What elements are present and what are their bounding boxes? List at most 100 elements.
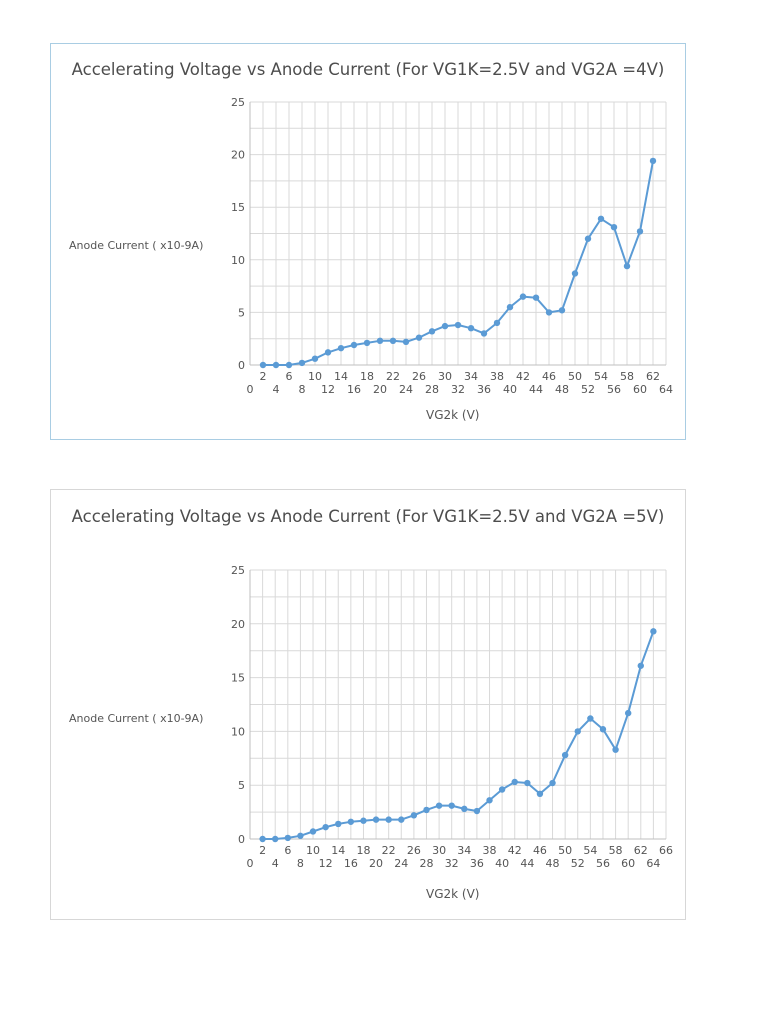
- x-tick-label: 0: [247, 857, 254, 870]
- data-point: [259, 835, 266, 843]
- x-tick-label: 64: [659, 383, 673, 396]
- data-point: [524, 779, 531, 787]
- data-point: [623, 262, 631, 270]
- data-point: [498, 786, 506, 793]
- data-point: [309, 828, 317, 835]
- y-tick-label: 5: [238, 306, 245, 319]
- x-tick-label: 54: [594, 370, 608, 383]
- data-point: [637, 662, 644, 669]
- x-axis-label: VG2k (V): [426, 408, 480, 422]
- data-point: [398, 816, 405, 823]
- chart-panel-1: Accelerating Voltage vs Anode Current (F…: [50, 43, 686, 440]
- y-tick-label: 20: [231, 618, 245, 631]
- data-point: [441, 322, 449, 330]
- x-tick-label: 0: [247, 383, 254, 396]
- x-tick-label: 56: [607, 383, 621, 396]
- data-point: [454, 321, 462, 329]
- chart-panel-2: Accelerating Voltage vs Anode Current (F…: [50, 489, 686, 920]
- data-point: [337, 344, 345, 352]
- data-point: [587, 715, 594, 722]
- x-tick-label: 10: [306, 844, 320, 857]
- x-axis-label: VG2k (V): [426, 887, 480, 901]
- data-point: [610, 223, 618, 231]
- data-point: [311, 355, 319, 362]
- x-tick-label: 2: [259, 844, 266, 857]
- y-tick-label: 25: [231, 96, 245, 109]
- data-point: [347, 818, 355, 825]
- data-point: [574, 728, 581, 735]
- data-point: [506, 303, 514, 311]
- x-tick-label: 44: [529, 383, 543, 396]
- x-tick-label: 42: [508, 844, 522, 857]
- x-tick-label: 6: [284, 844, 291, 857]
- data-point: [297, 832, 304, 839]
- x-tick-label: 64: [646, 857, 660, 870]
- x-tick-label: 30: [438, 370, 452, 383]
- x-tick-label: 22: [386, 370, 400, 383]
- x-tick-label: 58: [609, 844, 623, 857]
- x-tick-label: 34: [464, 370, 478, 383]
- x-tick-label: 4: [273, 383, 280, 396]
- x-tick-label: 14: [331, 844, 345, 857]
- data-point: [519, 293, 527, 300]
- x-tick-label: 18: [360, 370, 374, 383]
- data-point: [402, 338, 410, 346]
- data-point: [597, 215, 605, 222]
- x-tick-label: 30: [432, 844, 446, 857]
- x-tick-label: 46: [533, 844, 547, 857]
- y-tick-label: 20: [231, 149, 245, 162]
- x-tick-label: 16: [344, 857, 358, 870]
- data-point: [435, 802, 443, 809]
- y-tick-label: 0: [238, 359, 245, 372]
- x-tick-label: 18: [356, 844, 370, 857]
- data-point: [571, 270, 579, 277]
- y-tick-label: 10: [231, 725, 245, 738]
- data-point: [584, 235, 592, 242]
- x-tick-label: 48: [546, 857, 560, 870]
- data-point: [322, 823, 329, 831]
- y-tick-label: 25: [231, 564, 245, 577]
- data-point: [636, 228, 644, 235]
- x-tick-label: 14: [334, 370, 348, 383]
- x-tick-label: 8: [297, 857, 304, 870]
- data-point: [360, 817, 367, 824]
- data-point: [612, 746, 619, 753]
- x-tick-label: 62: [634, 844, 648, 857]
- x-tick-label: 26: [412, 370, 426, 383]
- x-tick-label: 20: [373, 383, 387, 396]
- data-point: [385, 816, 392, 823]
- y-tick-label: 15: [231, 672, 245, 685]
- x-tick-label: 22: [382, 844, 396, 857]
- x-tick-label: 38: [490, 370, 504, 383]
- data-point: [285, 361, 293, 369]
- x-tick-label: 44: [520, 857, 534, 870]
- data-point: [284, 834, 292, 842]
- x-tick-label: 26: [407, 844, 421, 857]
- x-tick-label: 38: [483, 844, 497, 857]
- y-tick-label: 15: [231, 201, 245, 214]
- x-tick-label: 6: [286, 370, 293, 383]
- x-tick-label: 62: [646, 370, 660, 383]
- data-point: [493, 319, 501, 327]
- x-tick-label: 42: [516, 370, 530, 383]
- data-point: [272, 835, 279, 843]
- data-point: [428, 328, 436, 335]
- data-point: [536, 790, 544, 798]
- data-point: [376, 337, 384, 345]
- x-tick-label: 60: [633, 383, 647, 396]
- data-point: [335, 820, 342, 828]
- data-point: [324, 349, 332, 356]
- series-line: [262, 630, 655, 840]
- y-axis-label: Anode Current ( x10-9A): [69, 239, 204, 252]
- x-tick-label: 54: [583, 844, 597, 857]
- x-tick-label: 58: [620, 370, 634, 383]
- y-tick-label: 5: [238, 779, 245, 792]
- data-point: [649, 157, 657, 165]
- data-point: [467, 324, 475, 332]
- data-point: [549, 779, 556, 787]
- x-tick-label: 28: [419, 857, 433, 870]
- data-point: [650, 628, 657, 635]
- data-point: [372, 816, 380, 823]
